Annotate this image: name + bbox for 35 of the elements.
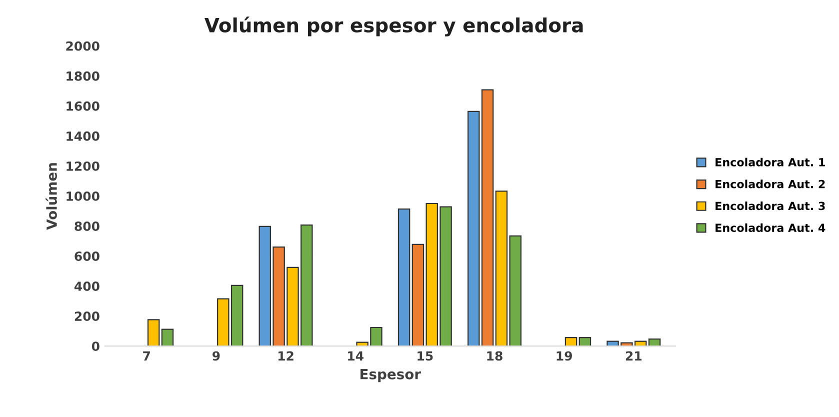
y-tick-label: 200 [74,312,100,322]
y-tick-label: 2000 [66,41,100,51]
y-tick-label: 600 [74,252,100,261]
legend-label: Encoladora Aut. 3 [716,202,825,210]
x-tick-label: 15 [418,351,433,361]
y-tick-label: 1600 [66,101,100,111]
y-tick-label: 0 [92,342,100,352]
bar [468,110,480,346]
y-tick-label: 400 [74,282,100,291]
x-tick-label: 19 [556,351,572,361]
x-tick-label: 12 [278,351,294,360]
x-tick-label: 9 [212,351,220,361]
x-tick-label: 18 [487,351,502,361]
bar [161,328,174,346]
bar [398,208,410,346]
y-tick-label: 1800 [66,71,100,81]
y-tick-label: 1400 [66,131,100,141]
chart-title: Volúmen por espesor y encoladora [204,16,583,36]
y-axis-title: Volúmen [46,163,57,230]
bar [648,338,661,346]
x-tick-label: 7 [143,351,150,360]
x-tick-label: 21 [626,351,642,360]
x-axis-title: Espesor [360,369,421,382]
y-tick-label: 800 [74,221,100,231]
legend-label: Encoladora Aut. 2 [716,180,825,188]
bar [412,244,424,346]
y-tick-label: 1200 [66,161,100,171]
bar [481,89,494,346]
bar [564,337,578,346]
legend-label: Encoladora Aut. 4 [716,223,826,232]
x-tick-label: 14 [348,351,364,360]
legend-label: Encoladora Aut. 1 [716,158,825,166]
y-tick-label: 1000 [66,191,100,201]
bar [578,337,592,346]
bar [147,319,160,346]
